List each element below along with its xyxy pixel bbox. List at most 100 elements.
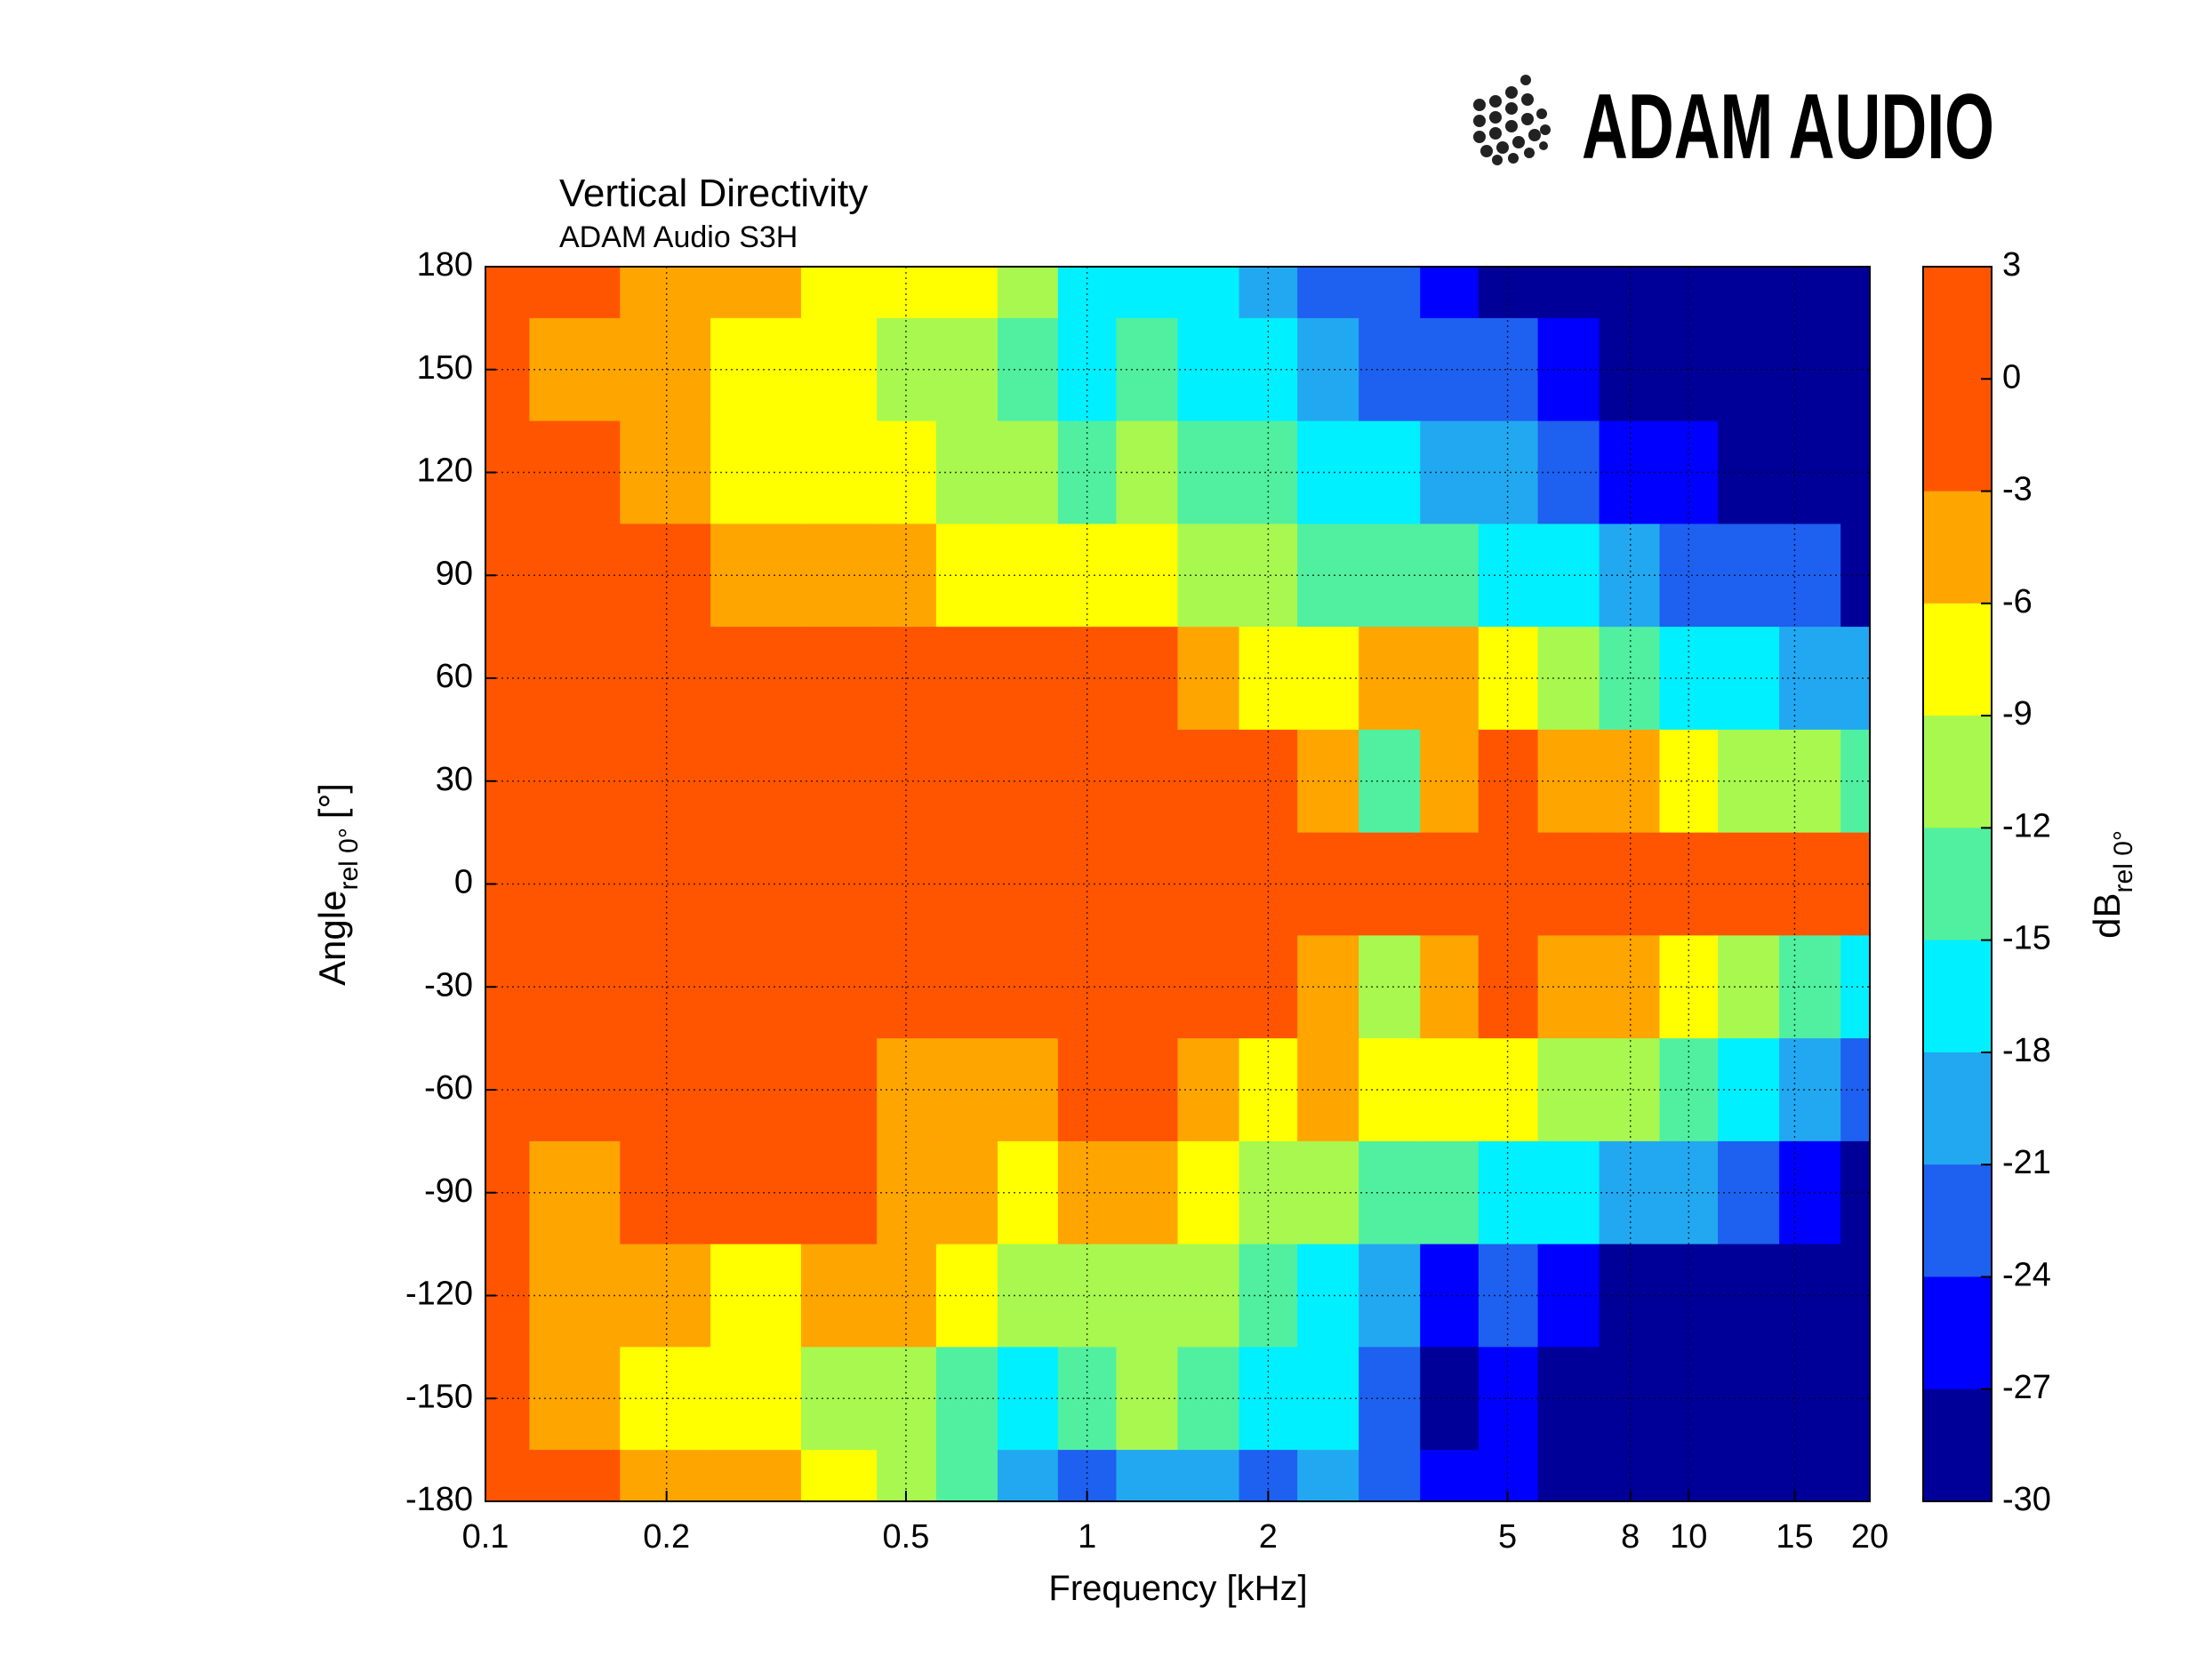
contour-cell bbox=[997, 832, 1059, 936]
contour-cell bbox=[1840, 420, 1871, 524]
contour-cell bbox=[1420, 1244, 1479, 1348]
contour-cell bbox=[1718, 832, 1780, 936]
contour-cell bbox=[1420, 832, 1479, 936]
contour-cell bbox=[1537, 1450, 1600, 1502]
contour-cell bbox=[1239, 1140, 1298, 1245]
contour-cell bbox=[710, 524, 802, 628]
contour-cell bbox=[1599, 935, 1661, 1039]
contour-cell bbox=[997, 317, 1059, 422]
contour-cell bbox=[1177, 420, 1240, 524]
y-tick-label: 180 bbox=[417, 246, 473, 284]
contour-cell bbox=[1420, 729, 1479, 834]
contour-cell bbox=[1420, 935, 1479, 1039]
contour-cell bbox=[1359, 729, 1421, 834]
contour-cell bbox=[1718, 317, 1780, 422]
contour-cell bbox=[710, 935, 802, 1039]
contour-cell bbox=[1420, 1450, 1479, 1502]
contour-cell bbox=[1840, 1140, 1871, 1245]
colorbar-band bbox=[1923, 267, 1992, 380]
contour-cell bbox=[1239, 420, 1298, 524]
colorbar-tick-label: -27 bbox=[2002, 1369, 2051, 1406]
contour-cell bbox=[1718, 267, 1780, 319]
contour-cell bbox=[1779, 267, 1841, 319]
contour-cell bbox=[620, 729, 711, 834]
colorbar-tick-label: 3 bbox=[2002, 246, 2021, 284]
contour-cell bbox=[620, 267, 711, 319]
contour-cell bbox=[1420, 524, 1479, 628]
contour-cell bbox=[1359, 1140, 1421, 1245]
contour-cell bbox=[1840, 1038, 1871, 1142]
contour-cell bbox=[1599, 729, 1661, 834]
contour-cell bbox=[710, 317, 802, 422]
contour-cell bbox=[1057, 420, 1118, 524]
contour-cell bbox=[1599, 317, 1661, 422]
colorbar-band bbox=[1923, 379, 1992, 492]
contour-cell bbox=[710, 627, 802, 731]
contour-cell bbox=[1718, 1038, 1780, 1142]
contour-cell bbox=[529, 1140, 621, 1245]
y-tick-label: 90 bbox=[436, 555, 473, 592]
contour-cell bbox=[529, 729, 621, 834]
contour-cell bbox=[529, 267, 621, 319]
contour-cell bbox=[1718, 1244, 1780, 1348]
contour-cell bbox=[1840, 729, 1871, 834]
colorbar-label: dBrel 0° bbox=[2086, 830, 2138, 939]
contour-cell bbox=[1599, 267, 1661, 319]
contour-cell bbox=[1359, 1038, 1421, 1142]
x-tick-label: 0.1 bbox=[462, 1518, 509, 1556]
contour-cell bbox=[529, 524, 621, 628]
x-tick-label: 10 bbox=[1670, 1518, 1707, 1556]
contour-cell bbox=[1420, 1038, 1479, 1142]
colorbar-tick-label: -21 bbox=[2002, 1144, 2051, 1181]
colorbar-band bbox=[1923, 1164, 1992, 1278]
contour-cell bbox=[1057, 1140, 1118, 1245]
logo-icon bbox=[1473, 75, 1551, 165]
x-tick-label: 5 bbox=[1498, 1518, 1517, 1556]
contour-cell bbox=[1840, 1244, 1871, 1348]
contour-cell bbox=[1420, 420, 1479, 524]
colorbar-band bbox=[1923, 1276, 1992, 1390]
contour-cell bbox=[1359, 420, 1421, 524]
contour-cell bbox=[1116, 1450, 1179, 1502]
contour-cell bbox=[620, 832, 711, 936]
contour-cell bbox=[1599, 1244, 1661, 1348]
contour-cell bbox=[1599, 420, 1661, 524]
plot-frame bbox=[485, 266, 1871, 1502]
contour-cell bbox=[529, 1450, 621, 1502]
contour-cell bbox=[1840, 627, 1871, 731]
contour-cell bbox=[620, 1140, 711, 1245]
contour-cell bbox=[1599, 1347, 1661, 1451]
colorbar-frame bbox=[1922, 266, 1993, 1502]
contour-cell bbox=[1840, 317, 1871, 422]
contour-cell bbox=[1840, 832, 1871, 936]
contour-cell bbox=[1297, 1450, 1359, 1502]
contour-cell bbox=[1718, 935, 1780, 1039]
colorbar-tick-label: -30 bbox=[2002, 1481, 2051, 1518]
contour-cell bbox=[1840, 1347, 1871, 1451]
x-tick-label: 2 bbox=[1259, 1518, 1278, 1556]
contour-cell bbox=[1718, 420, 1780, 524]
contour-cell bbox=[1840, 524, 1871, 628]
contour-cell bbox=[485, 1450, 531, 1502]
colorbar-tick-label: -12 bbox=[2002, 807, 2051, 844]
y-tick-label: -90 bbox=[424, 1172, 473, 1210]
contour-cell bbox=[1840, 935, 1871, 1039]
y-tick-label: -150 bbox=[405, 1378, 473, 1415]
colorbar-tick-label: 0 bbox=[2002, 358, 2021, 396]
contour-cell bbox=[1116, 267, 1179, 319]
logo-text: ADAM AUDIO bbox=[1582, 76, 1994, 179]
contour-cell bbox=[1718, 524, 1780, 628]
contour-cell bbox=[997, 1450, 1059, 1502]
contour-cell bbox=[1177, 1038, 1240, 1142]
contour-cell bbox=[1177, 935, 1240, 1039]
contour-cell bbox=[1359, 1450, 1421, 1502]
x-tick-label: 15 bbox=[1776, 1518, 1813, 1556]
y-tick-label: 120 bbox=[417, 452, 473, 490]
x-axis-label: Frequency [kHz] bbox=[1048, 1569, 1307, 1608]
contour-cell bbox=[1718, 1450, 1780, 1502]
contour-cell bbox=[1599, 524, 1661, 628]
contour-cell bbox=[1359, 1347, 1421, 1451]
contour-cell bbox=[620, 317, 711, 422]
contour-cell bbox=[620, 420, 711, 524]
